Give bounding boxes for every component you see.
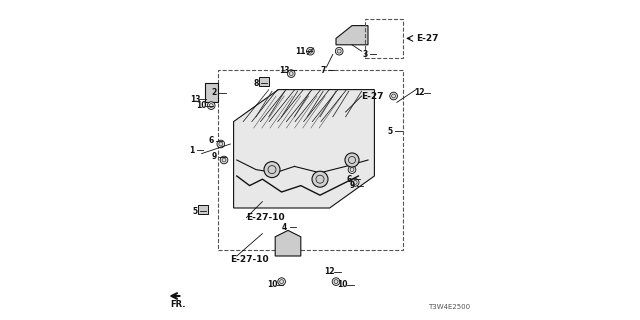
Text: 5: 5	[388, 127, 393, 136]
Polygon shape	[234, 90, 374, 208]
Text: FR.: FR.	[170, 300, 186, 309]
Circle shape	[348, 166, 356, 173]
Text: 13: 13	[280, 66, 290, 75]
Text: 13: 13	[190, 95, 200, 104]
Text: 8: 8	[253, 79, 259, 88]
Text: 7: 7	[321, 66, 326, 75]
Circle shape	[332, 278, 340, 285]
Circle shape	[345, 153, 359, 167]
Text: 10: 10	[196, 101, 207, 110]
Polygon shape	[275, 230, 301, 256]
Text: 3: 3	[362, 50, 367, 59]
Circle shape	[307, 47, 314, 55]
Text: 4: 4	[282, 223, 287, 232]
Text: E-27-10: E-27-10	[246, 213, 285, 222]
Text: 11: 11	[296, 47, 306, 56]
Circle shape	[287, 70, 295, 77]
Text: 2: 2	[212, 88, 217, 97]
Circle shape	[312, 171, 328, 187]
Circle shape	[335, 47, 343, 55]
Polygon shape	[205, 83, 218, 102]
Text: 9: 9	[349, 181, 355, 190]
Text: 10: 10	[267, 280, 277, 289]
Text: 10: 10	[337, 280, 348, 289]
Text: 6: 6	[346, 175, 351, 184]
Text: T3W4E2500: T3W4E2500	[428, 304, 470, 310]
Text: 1: 1	[189, 146, 195, 155]
Polygon shape	[259, 77, 269, 86]
Circle shape	[220, 156, 228, 164]
Circle shape	[278, 278, 285, 285]
Circle shape	[264, 162, 280, 178]
Circle shape	[390, 92, 397, 100]
Text: 12: 12	[414, 88, 424, 97]
Circle shape	[351, 179, 359, 186]
Text: E-27-10: E-27-10	[230, 255, 269, 264]
Polygon shape	[336, 26, 368, 45]
Circle shape	[207, 102, 215, 109]
Text: E-27: E-27	[362, 92, 384, 100]
Text: 9: 9	[212, 152, 217, 161]
Polygon shape	[198, 205, 208, 214]
Text: E-27: E-27	[416, 34, 438, 43]
Text: 5: 5	[193, 207, 198, 216]
Text: 12: 12	[324, 268, 335, 276]
Circle shape	[217, 140, 225, 148]
Text: 6: 6	[209, 136, 214, 145]
